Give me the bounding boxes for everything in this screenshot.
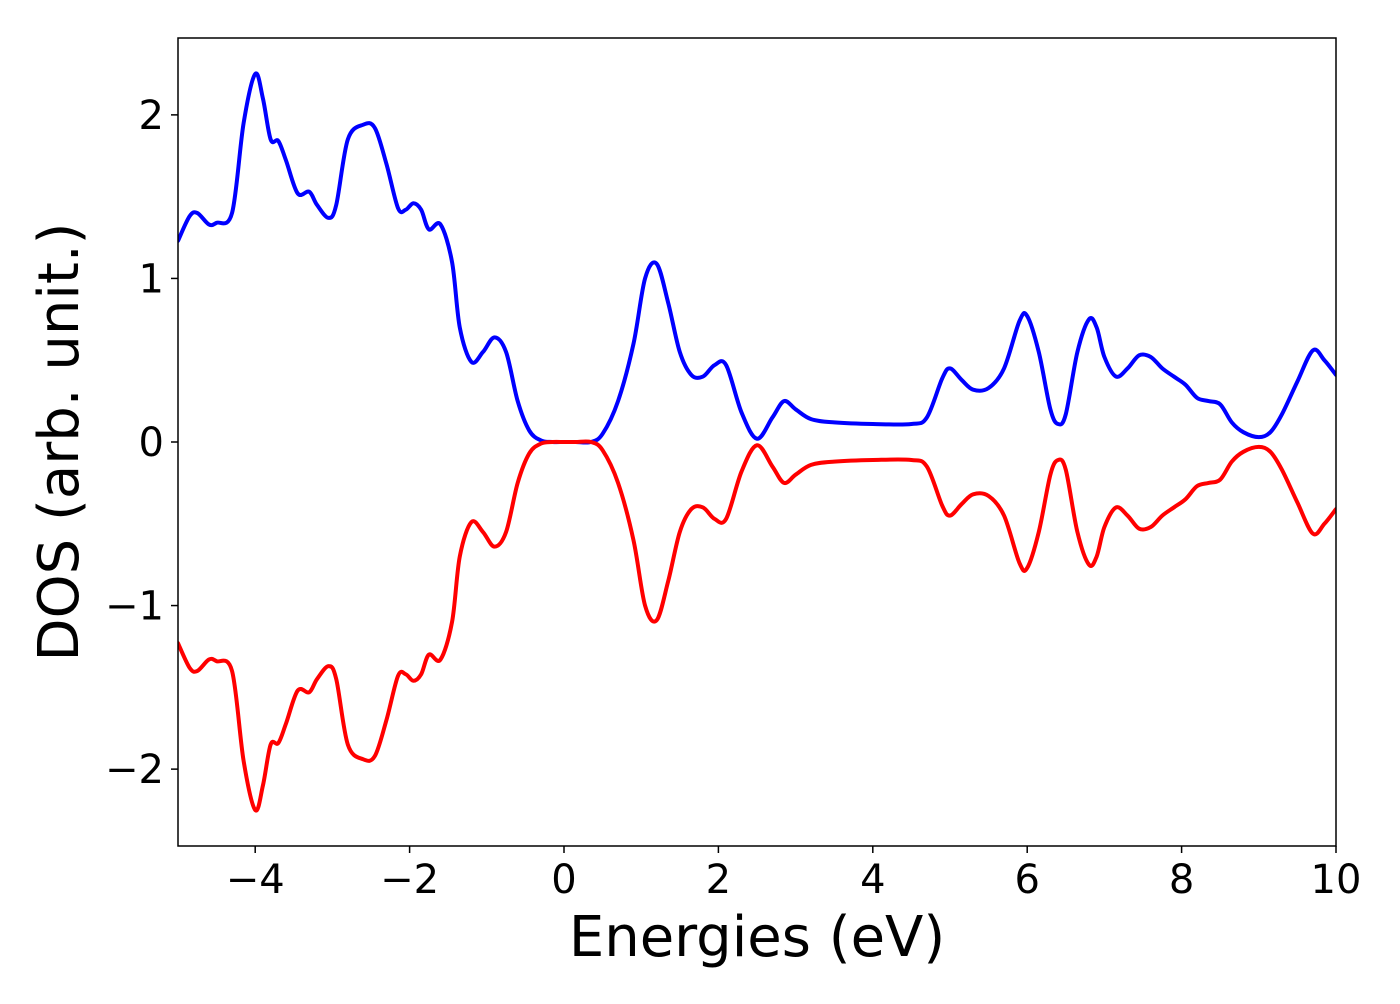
x-tick-label: −2 (380, 857, 439, 903)
x-axis: −4 −2 0 2 4 6 8 10 (226, 846, 1362, 903)
x-axis-label: Energies (eV) (569, 905, 945, 970)
y-axis: −2 −1 0 1 2 (105, 93, 178, 793)
y-axis-label: DOS (arb. unit.) (27, 222, 92, 661)
y-tick-label: 1 (139, 256, 164, 302)
x-tick-label: 6 (1014, 857, 1039, 903)
y-tick-label: 0 (139, 420, 164, 466)
series-line-2 (178, 439, 1336, 813)
x-tick-label: −4 (226, 857, 285, 903)
y-tick-label: −2 (105, 747, 164, 793)
x-tick-label: 8 (1169, 857, 1194, 903)
x-tick-label: 2 (706, 857, 731, 903)
y-tick-label: −1 (105, 584, 164, 630)
x-tick-label: 0 (551, 857, 576, 903)
plot-frame (177, 37, 1337, 847)
x-tick-label: 4 (860, 857, 885, 903)
series-layer (178, 71, 1336, 813)
series-line-1 (178, 71, 1336, 445)
x-tick-label: 10 (1311, 857, 1362, 903)
y-tick-label: 2 (139, 93, 164, 139)
